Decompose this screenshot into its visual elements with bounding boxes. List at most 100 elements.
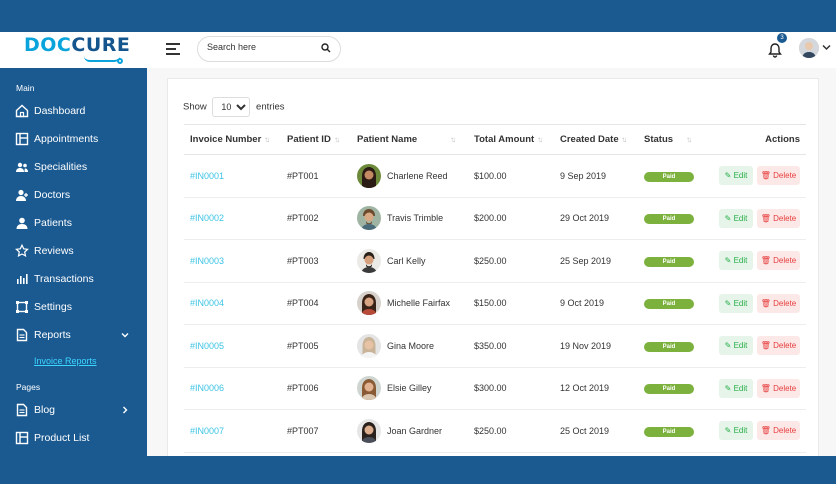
delete-button[interactable]: 🗑 Delete <box>757 421 800 441</box>
invoice-card: Show 10 entries Invoice Number ↑↓ Patient… <box>167 78 819 456</box>
sort-icon[interactable]: ↑↓ <box>537 135 543 144</box>
patient-name[interactable]: Gina Moore <box>387 340 435 351</box>
sort-icon[interactable]: ↑↓ <box>334 135 340 144</box>
patient-name[interactable]: Charlene Reed <box>387 170 448 181</box>
delete-button[interactable]: 🗑 Delete <box>757 378 800 398</box>
invoice-table: Invoice Number ↑↓ Patient ID ↑↓ Patient Na… <box>184 124 806 453</box>
patient-name[interactable]: Travis Trimble <box>387 213 444 224</box>
chevron-down-icon <box>121 333 129 338</box>
user-avatar[interactable] <box>799 38 819 58</box>
column-header[interactable]: Patient ID ↑↓ <box>281 124 351 155</box>
patient-avatar[interactable] <box>357 418 381 443</box>
invoice-link[interactable]: #IN0002 <box>184 197 281 240</box>
patient-id: #PT002 <box>281 197 351 240</box>
patient-avatar[interactable] <box>357 163 381 188</box>
sidebar-item-reviews[interactable]: Reviews <box>0 241 147 263</box>
sidebar-item-dashboard[interactable]: Dashboard <box>0 101 147 123</box>
table-row: #IN0003 #PT003 Carl Kelly $250.00 25 Sep… <box>184 239 806 283</box>
delete-button[interactable]: 🗑 Delete <box>757 208 800 228</box>
patient-name[interactable]: Carl Kelly <box>387 255 426 266</box>
status-badge: Paid <box>644 426 694 437</box>
created-date: 9 Sep 2019 <box>554 154 638 198</box>
status-cell: Paid <box>638 154 703 198</box>
column-header[interactable]: Status ↑↓ <box>638 124 703 155</box>
column-header[interactable]: Created Date ↑↓ <box>554 124 638 155</box>
table-row: #IN0004 #PT004 Michelle Fairfax $150.00 … <box>184 282 806 325</box>
patient-id: #PT005 <box>281 324 351 368</box>
invoice-link[interactable]: #IN0005 <box>184 324 281 368</box>
stethoscope-end-icon <box>117 58 123 64</box>
patient-cell: Carl Kelly <box>351 239 468 283</box>
edit-label: Edit <box>733 298 748 308</box>
edit-button[interactable]: ✎ Edit <box>719 208 753 228</box>
sidebar-item-label: Reports <box>34 329 71 341</box>
invoice-link[interactable]: #IN0007 <box>184 409 281 453</box>
menu-toggle-button[interactable] <box>166 43 180 55</box>
chevron-down-icon[interactable] <box>822 44 831 51</box>
invoice-link[interactable]: #IN0006 <box>184 367 281 410</box>
patient-name[interactable]: Joan Gardner <box>387 425 443 436</box>
sort-icon[interactable]: ↑↓ <box>450 135 456 144</box>
column-header[interactable]: Invoice Number ↑↓ <box>184 124 281 155</box>
edit-button[interactable]: ✎ Edit <box>719 336 753 356</box>
patient-name[interactable]: Elsie Gilley <box>387 383 432 394</box>
column-header[interactable]: Total Amount ↑↓ <box>468 124 554 155</box>
column-header[interactable]: Patient Name ↑↓ <box>351 124 468 155</box>
patient-cell: Joan Gardner <box>351 409 468 453</box>
logo[interactable]: DOCCURE <box>24 34 130 64</box>
sidebar-item-product-list[interactable]: Product List <box>0 428 147 450</box>
top-background <box>0 0 836 32</box>
created-date: 19 Nov 2019 <box>554 324 638 368</box>
main-content: Show 10 entries Invoice Number ↑↓ Patient… <box>147 68 836 456</box>
created-date: 29 Oct 2019 <box>554 197 638 240</box>
sidebar-item-specialities[interactable]: Specialities <box>0 157 147 179</box>
edit-button[interactable]: ✎ Edit <box>719 166 753 186</box>
patient-avatar[interactable] <box>357 333 381 358</box>
edit-button[interactable]: ✎ Edit <box>719 378 753 398</box>
edit-label: Edit <box>733 383 748 393</box>
patient-avatar[interactable] <box>357 206 381 231</box>
sort-icon[interactable]: ↑↓ <box>621 135 627 144</box>
actions-cell: ✎ Edit 🗑 Delete <box>703 197 806 240</box>
invoice-link[interactable]: #IN0003 <box>184 239 281 283</box>
sidebar-item-blog[interactable]: Blog <box>0 400 147 422</box>
sidebar-subitem-invoice-reports[interactable]: Invoice Reports <box>34 356 97 366</box>
edit-button[interactable]: ✎ Edit <box>719 421 753 441</box>
sidebar-item-patients[interactable]: Patients <box>0 213 147 235</box>
sidebar-item-transactions[interactable]: Transactions <box>0 269 147 291</box>
patient-cell: Michelle Fairfax <box>351 282 468 325</box>
bell-icon[interactable] <box>768 42 782 58</box>
sidebar-item-settings[interactable]: Settings <box>0 297 147 319</box>
edit-button[interactable]: ✎ Edit <box>719 293 753 313</box>
patient-avatar[interactable] <box>357 248 381 273</box>
sidebar-item-doctors[interactable]: Doctors <box>0 185 147 207</box>
search-icon[interactable] <box>321 43 331 53</box>
sidebar-item-label: Specialities <box>34 161 88 173</box>
column-header-label: Patient ID <box>287 134 331 145</box>
sort-icon[interactable]: ↑↓ <box>686 135 692 144</box>
patient-id: #PT006 <box>281 367 351 410</box>
delete-button[interactable]: 🗑 Delete <box>757 336 800 356</box>
sidebar-item-label: Appointments <box>34 133 99 145</box>
patient-name[interactable]: Michelle Fairfax <box>387 298 451 309</box>
notification-badge: 3 <box>777 33 787 43</box>
patient-avatar[interactable] <box>357 291 381 316</box>
delete-button[interactable]: 🗑 Delete <box>757 293 800 313</box>
delete-button[interactable]: 🗑 Delete <box>757 251 800 271</box>
sidebar-item-reports[interactable]: Reports <box>0 325 147 347</box>
sidebar-section-pages: Pages <box>16 382 41 392</box>
invoice-link[interactable]: #IN0001 <box>184 154 281 198</box>
edit-button[interactable]: ✎ Edit <box>719 251 753 271</box>
sidebar-item-appointments[interactable]: Appointments <box>0 129 147 151</box>
patient-avatar[interactable] <box>357 376 381 401</box>
table-row: #IN0001 #PT001 Charlene Reed $100.00 9 S… <box>184 154 806 198</box>
search-input[interactable] <box>207 42 317 52</box>
page-length-select[interactable]: 10 <box>212 97 251 117</box>
layout-icon <box>15 431 29 445</box>
invoice-link[interactable]: #IN0004 <box>184 282 281 325</box>
delete-button[interactable]: 🗑 Delete <box>757 166 800 186</box>
delete-label: Delete <box>773 171 797 181</box>
sort-icon[interactable]: ↑↓ <box>264 135 270 144</box>
entries-label: entries <box>256 101 285 113</box>
status-badge: Paid <box>644 299 694 310</box>
